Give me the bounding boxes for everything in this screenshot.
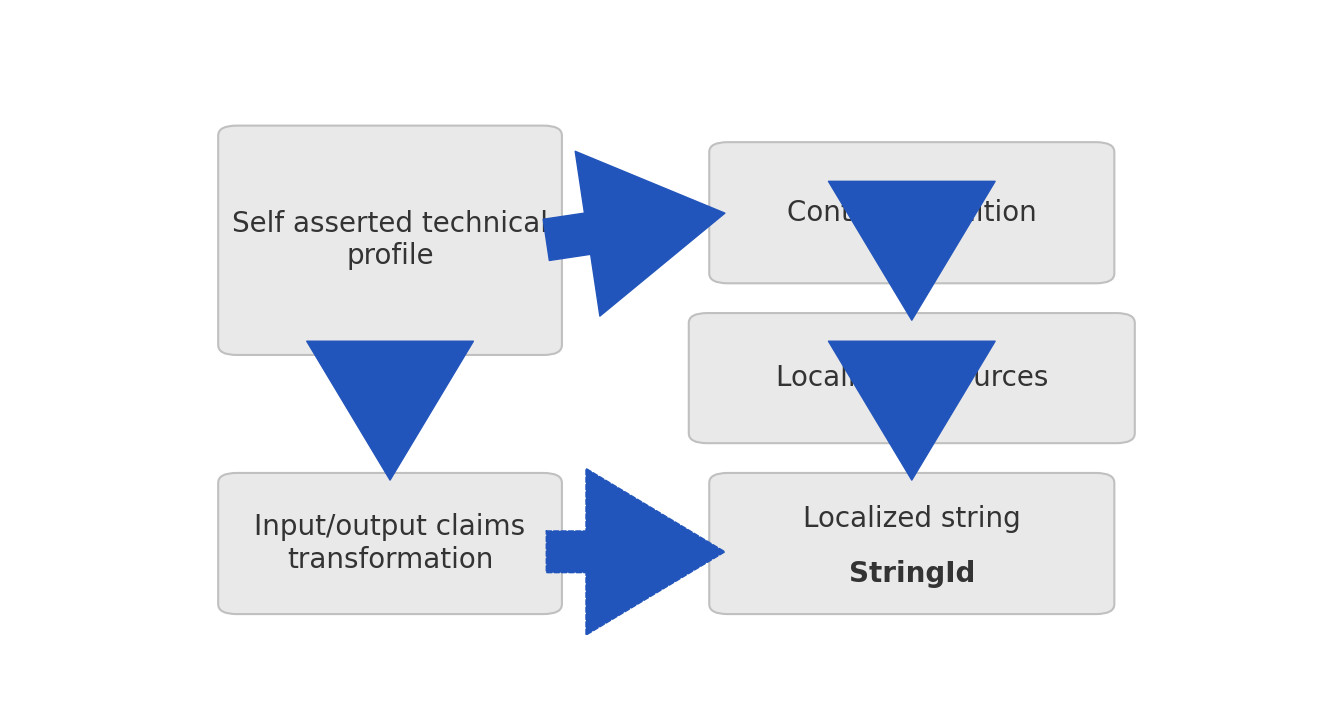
FancyBboxPatch shape	[709, 473, 1114, 614]
Text: Input/output claims
transformation: Input/output claims transformation	[255, 513, 525, 574]
FancyBboxPatch shape	[218, 125, 562, 355]
Text: Content definition: Content definition	[787, 199, 1036, 227]
FancyBboxPatch shape	[709, 142, 1114, 284]
Text: StringId: StringId	[849, 560, 975, 588]
Text: Localized resources: Localized resources	[776, 364, 1048, 392]
Text: Self asserted technical
profile: Self asserted technical profile	[232, 210, 548, 271]
Text: Localized string: Localized string	[803, 505, 1020, 533]
FancyBboxPatch shape	[689, 313, 1135, 443]
FancyBboxPatch shape	[218, 473, 562, 614]
